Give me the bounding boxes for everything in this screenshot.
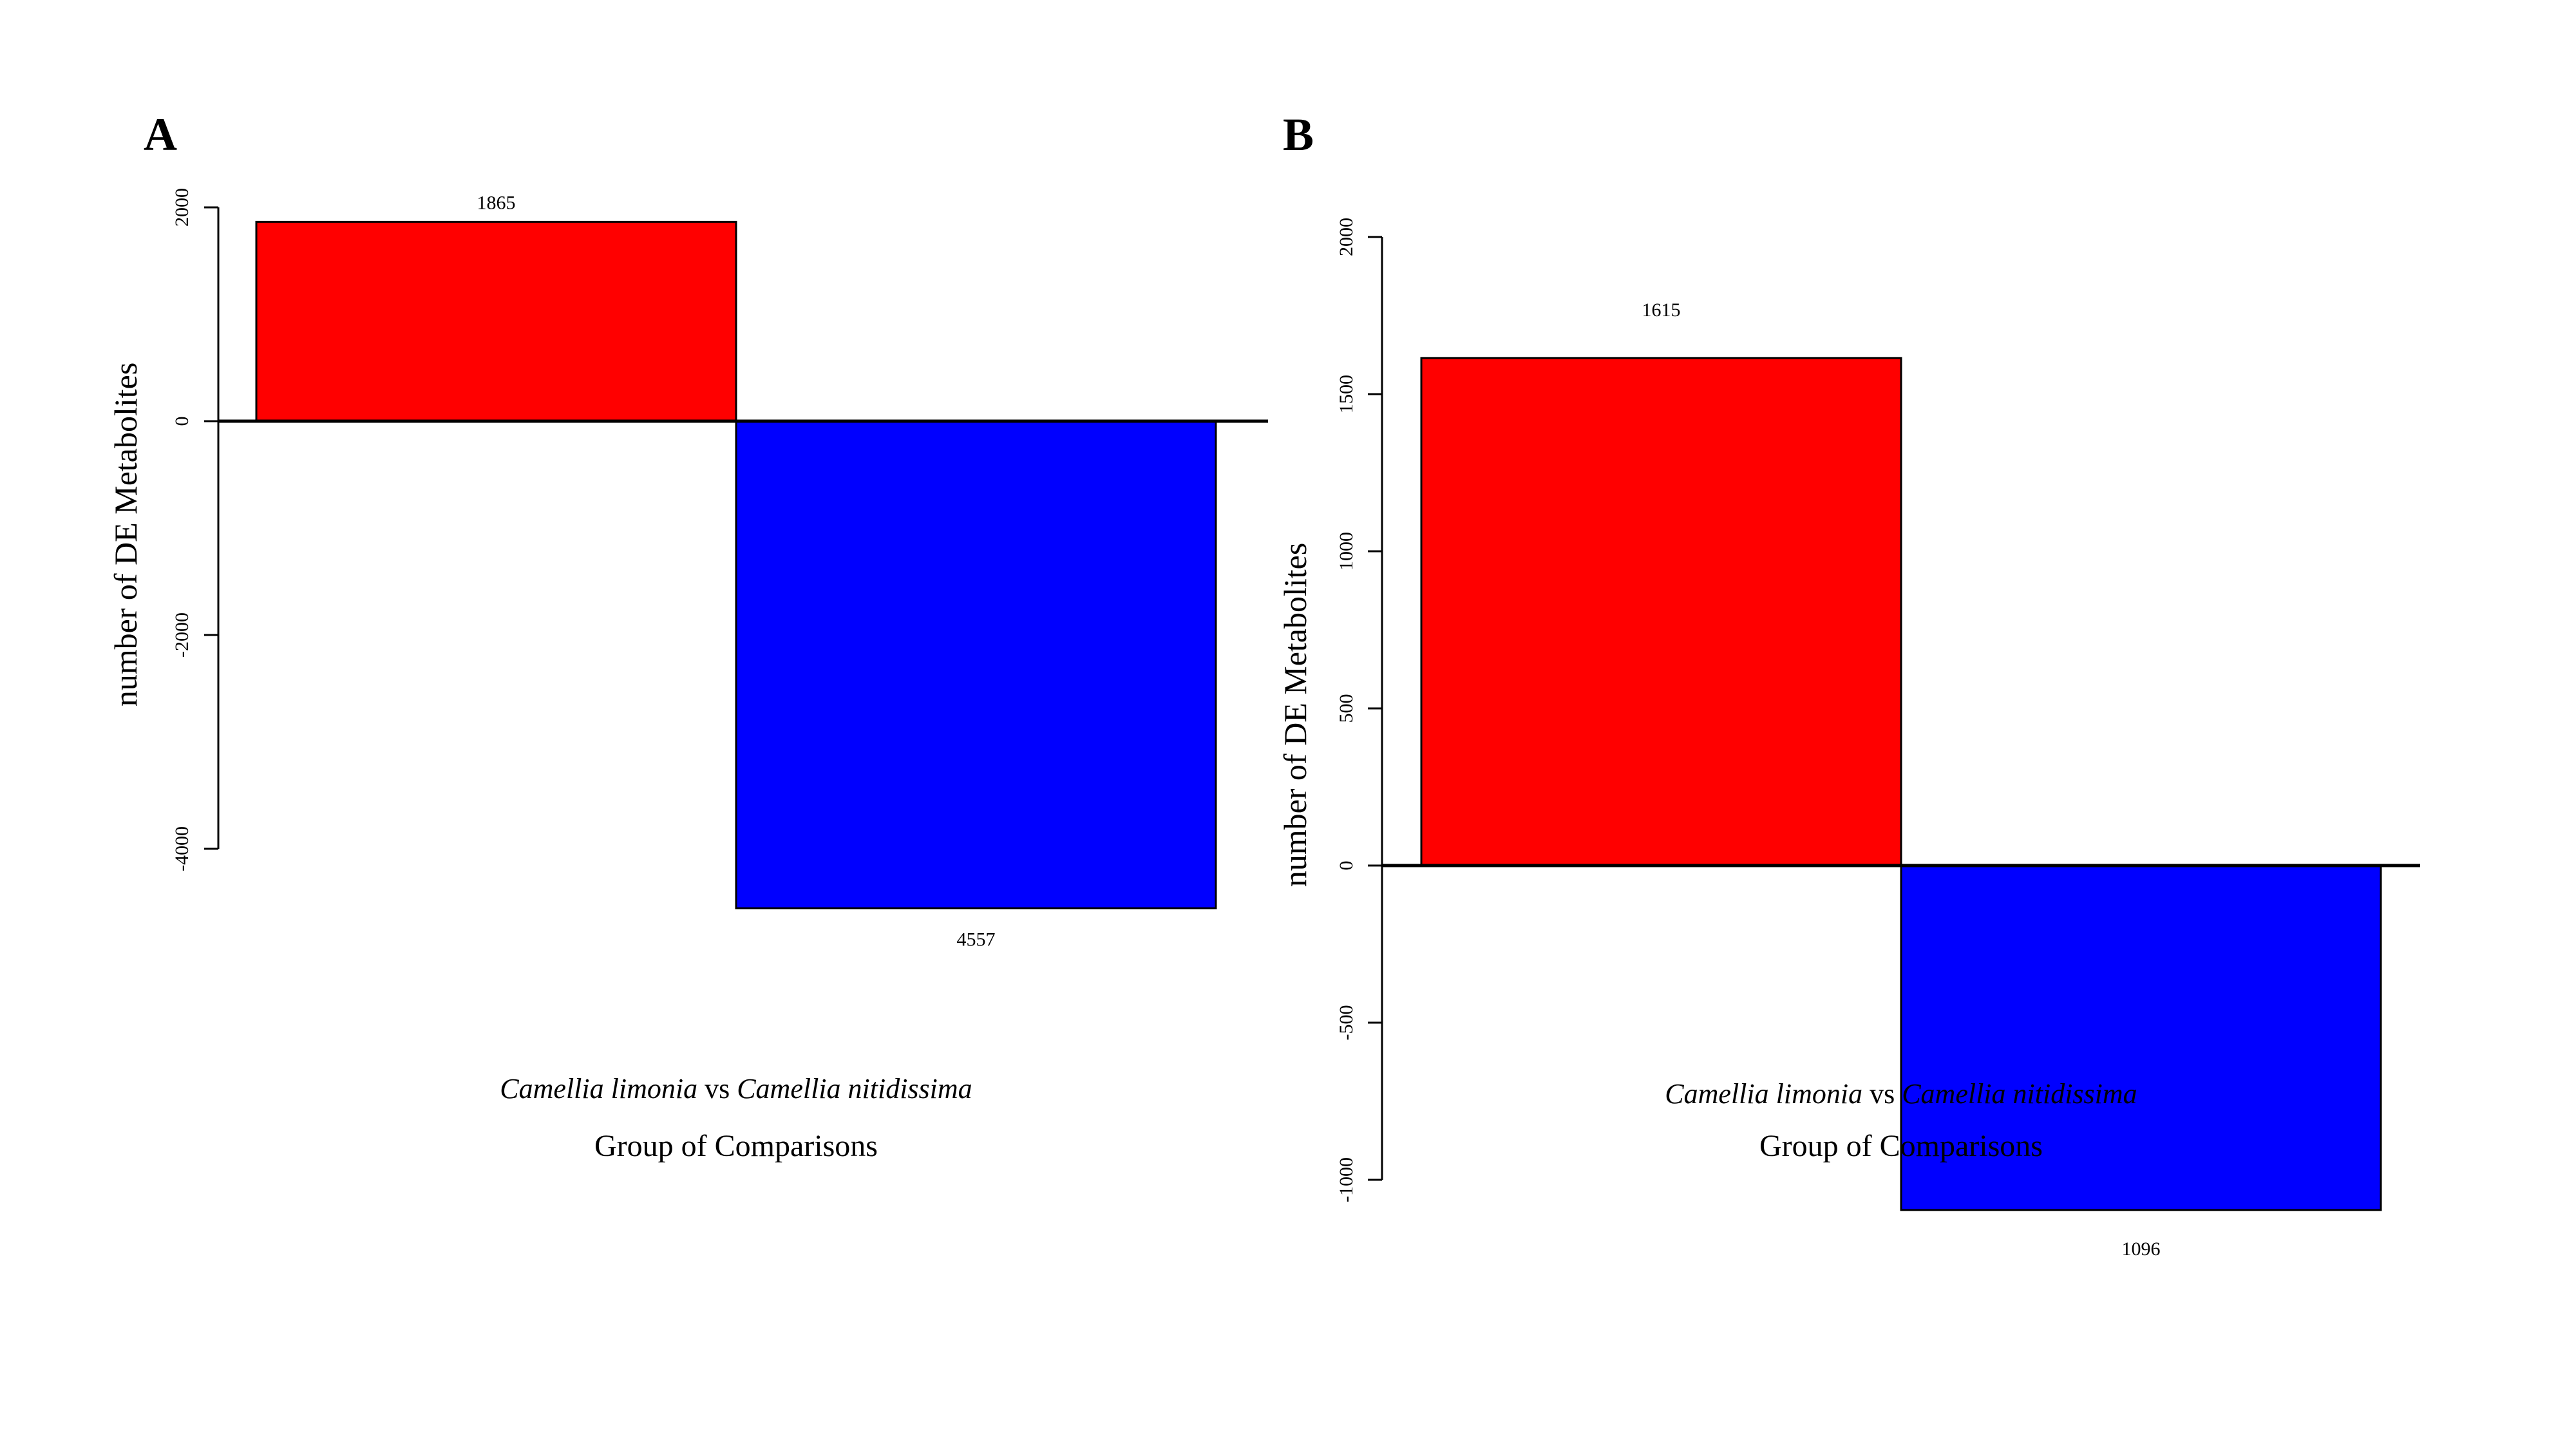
species-2: Camellia nitidissima: [737, 1073, 972, 1104]
group-label: Camellia limonia vs Camellia nitidissima: [500, 1073, 972, 1104]
x-axis-title: Group of Comparisons: [1759, 1129, 2043, 1163]
group-label: Camellia limonia vs Camellia nitidissima: [1665, 1078, 2137, 1110]
species-2: Camellia nitidissima: [1902, 1078, 2137, 1110]
vs-text: vs: [697, 1073, 737, 1104]
bar-down: [1900, 864, 2382, 1211]
chart-panel-b: B 2000 1500 1000 500 0 -500 -1000 number of DE M…: [1277, 109, 2420, 1260]
vs-text: vs: [1862, 1078, 1902, 1110]
y-tick-label: 0: [1336, 861, 1357, 871]
y-tick-label: -1000: [1336, 1157, 1357, 1202]
panel-label: A: [144, 109, 177, 160]
y-tick-label: -500: [1336, 1005, 1357, 1041]
species-1: Camellia limonia: [500, 1073, 697, 1104]
y-tick-label: -4000: [171, 826, 193, 871]
y-tick-label: 2000: [1336, 218, 1357, 256]
bar-value-label: 1096: [2122, 1238, 2161, 1260]
y-tick-label: 0: [171, 417, 193, 426]
y-tick-label: 1500: [1336, 375, 1357, 413]
y-axis-title: number of DE Metabolites: [1277, 543, 1313, 887]
bar-value-label: 1865: [477, 192, 516, 213]
bar-up: [255, 220, 737, 422]
chart-panel-a: A 2000 0 -2000 -4000 number of DE Metabolites…: [108, 109, 1268, 1163]
y-tick-label: 500: [1336, 694, 1357, 723]
y-axis-title: number of DE Metabolites: [108, 363, 144, 707]
bar-value-label: 4557: [957, 929, 996, 950]
panel-label: B: [1283, 109, 1314, 160]
species-1: Camellia limonia: [1665, 1078, 1862, 1110]
x-axis-title: Group of Comparisons: [594, 1129, 878, 1163]
bar-value-label: 1615: [1642, 299, 1681, 321]
y-tick-label: 2000: [171, 188, 193, 227]
bar-up: [1420, 357, 1902, 867]
y-tick-label: 1000: [1336, 532, 1357, 571]
y-tick-label: -2000: [171, 612, 193, 658]
bar-down: [735, 420, 1217, 909]
